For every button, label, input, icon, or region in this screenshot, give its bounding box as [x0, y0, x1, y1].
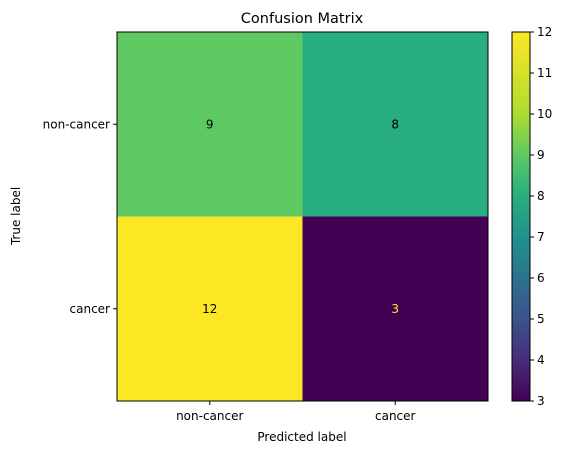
colorbar-tick-label: 12	[537, 25, 552, 39]
chart-title: Confusion Matrix	[241, 11, 364, 27]
heatmap-cell	[302, 32, 488, 217]
y-axis-label: True label	[9, 187, 23, 246]
plot-frame	[116, 31, 489, 402]
colorbar-tick-label: 6	[537, 271, 545, 285]
colorbar-tick-label: 8	[537, 189, 545, 203]
x-tick-label: non-cancer	[176, 409, 243, 423]
colorbar-tick-label: 3	[537, 394, 545, 408]
colorbar-ticks: 3 4 5 6 7 8 9 10 11 12	[530, 25, 552, 408]
x-axis-label: Predicted label	[257, 430, 346, 444]
y-tick-label: non-cancer	[43, 117, 110, 131]
y-tick-label: cancer	[70, 302, 111, 316]
colorbar-tick-label: 7	[537, 230, 545, 244]
heatmap-cell-labels: 9 8 12 3	[202, 117, 399, 316]
colorbar-tick-label: 10	[537, 107, 552, 121]
heatmap-cell-value: 9	[206, 117, 214, 131]
colorbar-tick-label: 11	[537, 66, 552, 80]
colorbar-tick-label: 5	[537, 312, 545, 326]
heatmap-cell-value: 8	[391, 117, 399, 131]
colorbar-tick-label: 9	[537, 148, 545, 162]
colorbar-tick-label: 4	[537, 353, 545, 367]
heatmap-cell-value: 12	[202, 302, 217, 316]
y-axis-ticks: non-cancer cancer	[43, 117, 117, 316]
heatmap-cell-value: 3	[391, 302, 399, 316]
heatmap-cells	[117, 32, 488, 401]
heatmap-cell	[302, 216, 488, 401]
x-tick-label: cancer	[375, 409, 416, 423]
x-axis-ticks: non-cancer cancer	[176, 401, 416, 423]
heatmap-cell	[117, 216, 303, 401]
colorbar	[511, 31, 531, 402]
heatmap-cell	[117, 32, 303, 217]
